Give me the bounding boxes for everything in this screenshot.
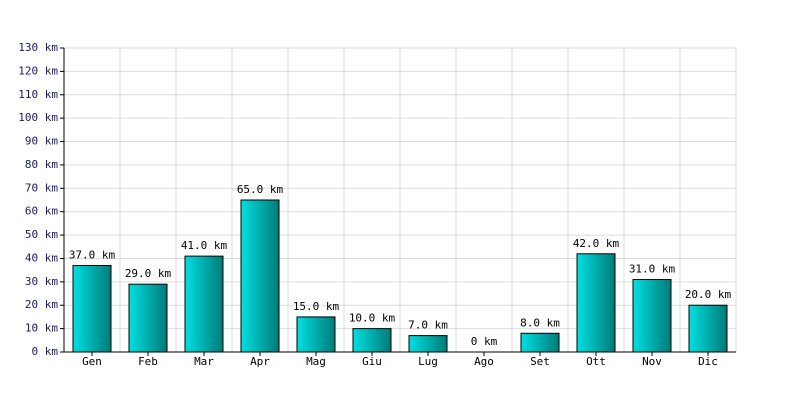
y-tick-label: 20 km — [25, 298, 58, 311]
data-label: 37.0 km — [69, 248, 116, 261]
y-tick-label: 30 km — [25, 275, 58, 288]
x-tick-label: Nov — [642, 355, 662, 368]
y-tick-label: 50 km — [25, 228, 58, 241]
bar — [576, 253, 616, 353]
data-label: 8.0 km — [520, 316, 560, 329]
bar — [240, 199, 280, 353]
x-tick-label: Ott — [586, 355, 606, 368]
y-tick-label: 10 km — [25, 322, 58, 335]
x-tick-label: Lug — [418, 355, 438, 368]
y-tick-label: 100 km — [18, 111, 58, 124]
bar — [352, 328, 392, 353]
x-tick-label: Feb — [138, 355, 158, 368]
y-tick-label: 110 km — [18, 88, 58, 101]
bar — [520, 332, 560, 353]
bar — [72, 264, 112, 353]
data-label: 42.0 km — [573, 237, 620, 250]
y-tick-label: 90 km — [25, 135, 58, 148]
data-label: 65.0 km — [237, 183, 284, 196]
data-label: 10.0 km — [349, 312, 396, 325]
y-tick-label: 70 km — [25, 181, 58, 194]
bar — [688, 304, 728, 353]
data-label: 7.0 km — [408, 319, 448, 332]
x-tick-label: Mar — [194, 355, 214, 368]
data-label: 0 km — [471, 335, 498, 348]
x-tick-label: Mag — [306, 355, 326, 368]
y-tick-label: 60 km — [25, 205, 58, 218]
x-tick-label: Dic — [698, 355, 718, 368]
y-tick-label: 40 km — [25, 251, 58, 264]
data-label: 31.0 km — [629, 263, 676, 276]
bar — [408, 335, 448, 353]
data-label: 29.0 km — [125, 267, 172, 280]
y-tick-label: 80 km — [25, 158, 58, 171]
bar — [128, 283, 168, 353]
bar — [184, 255, 224, 353]
bar — [632, 279, 672, 353]
x-tick-label: Giu — [362, 355, 382, 368]
data-label: 15.0 km — [293, 300, 340, 313]
x-tick-label: Ago — [474, 355, 494, 368]
y-tick-label: 0 km — [32, 345, 59, 358]
x-tick-label: Apr — [250, 355, 270, 368]
x-tick-label: Set — [530, 355, 550, 368]
x-tick-label: Gen — [82, 355, 102, 368]
data-label: 20.0 km — [685, 288, 732, 301]
bar — [296, 316, 336, 353]
y-tick-label: 120 km — [18, 64, 58, 77]
y-tick-label: 130 km — [18, 41, 58, 54]
data-label: 41.0 km — [181, 239, 228, 252]
